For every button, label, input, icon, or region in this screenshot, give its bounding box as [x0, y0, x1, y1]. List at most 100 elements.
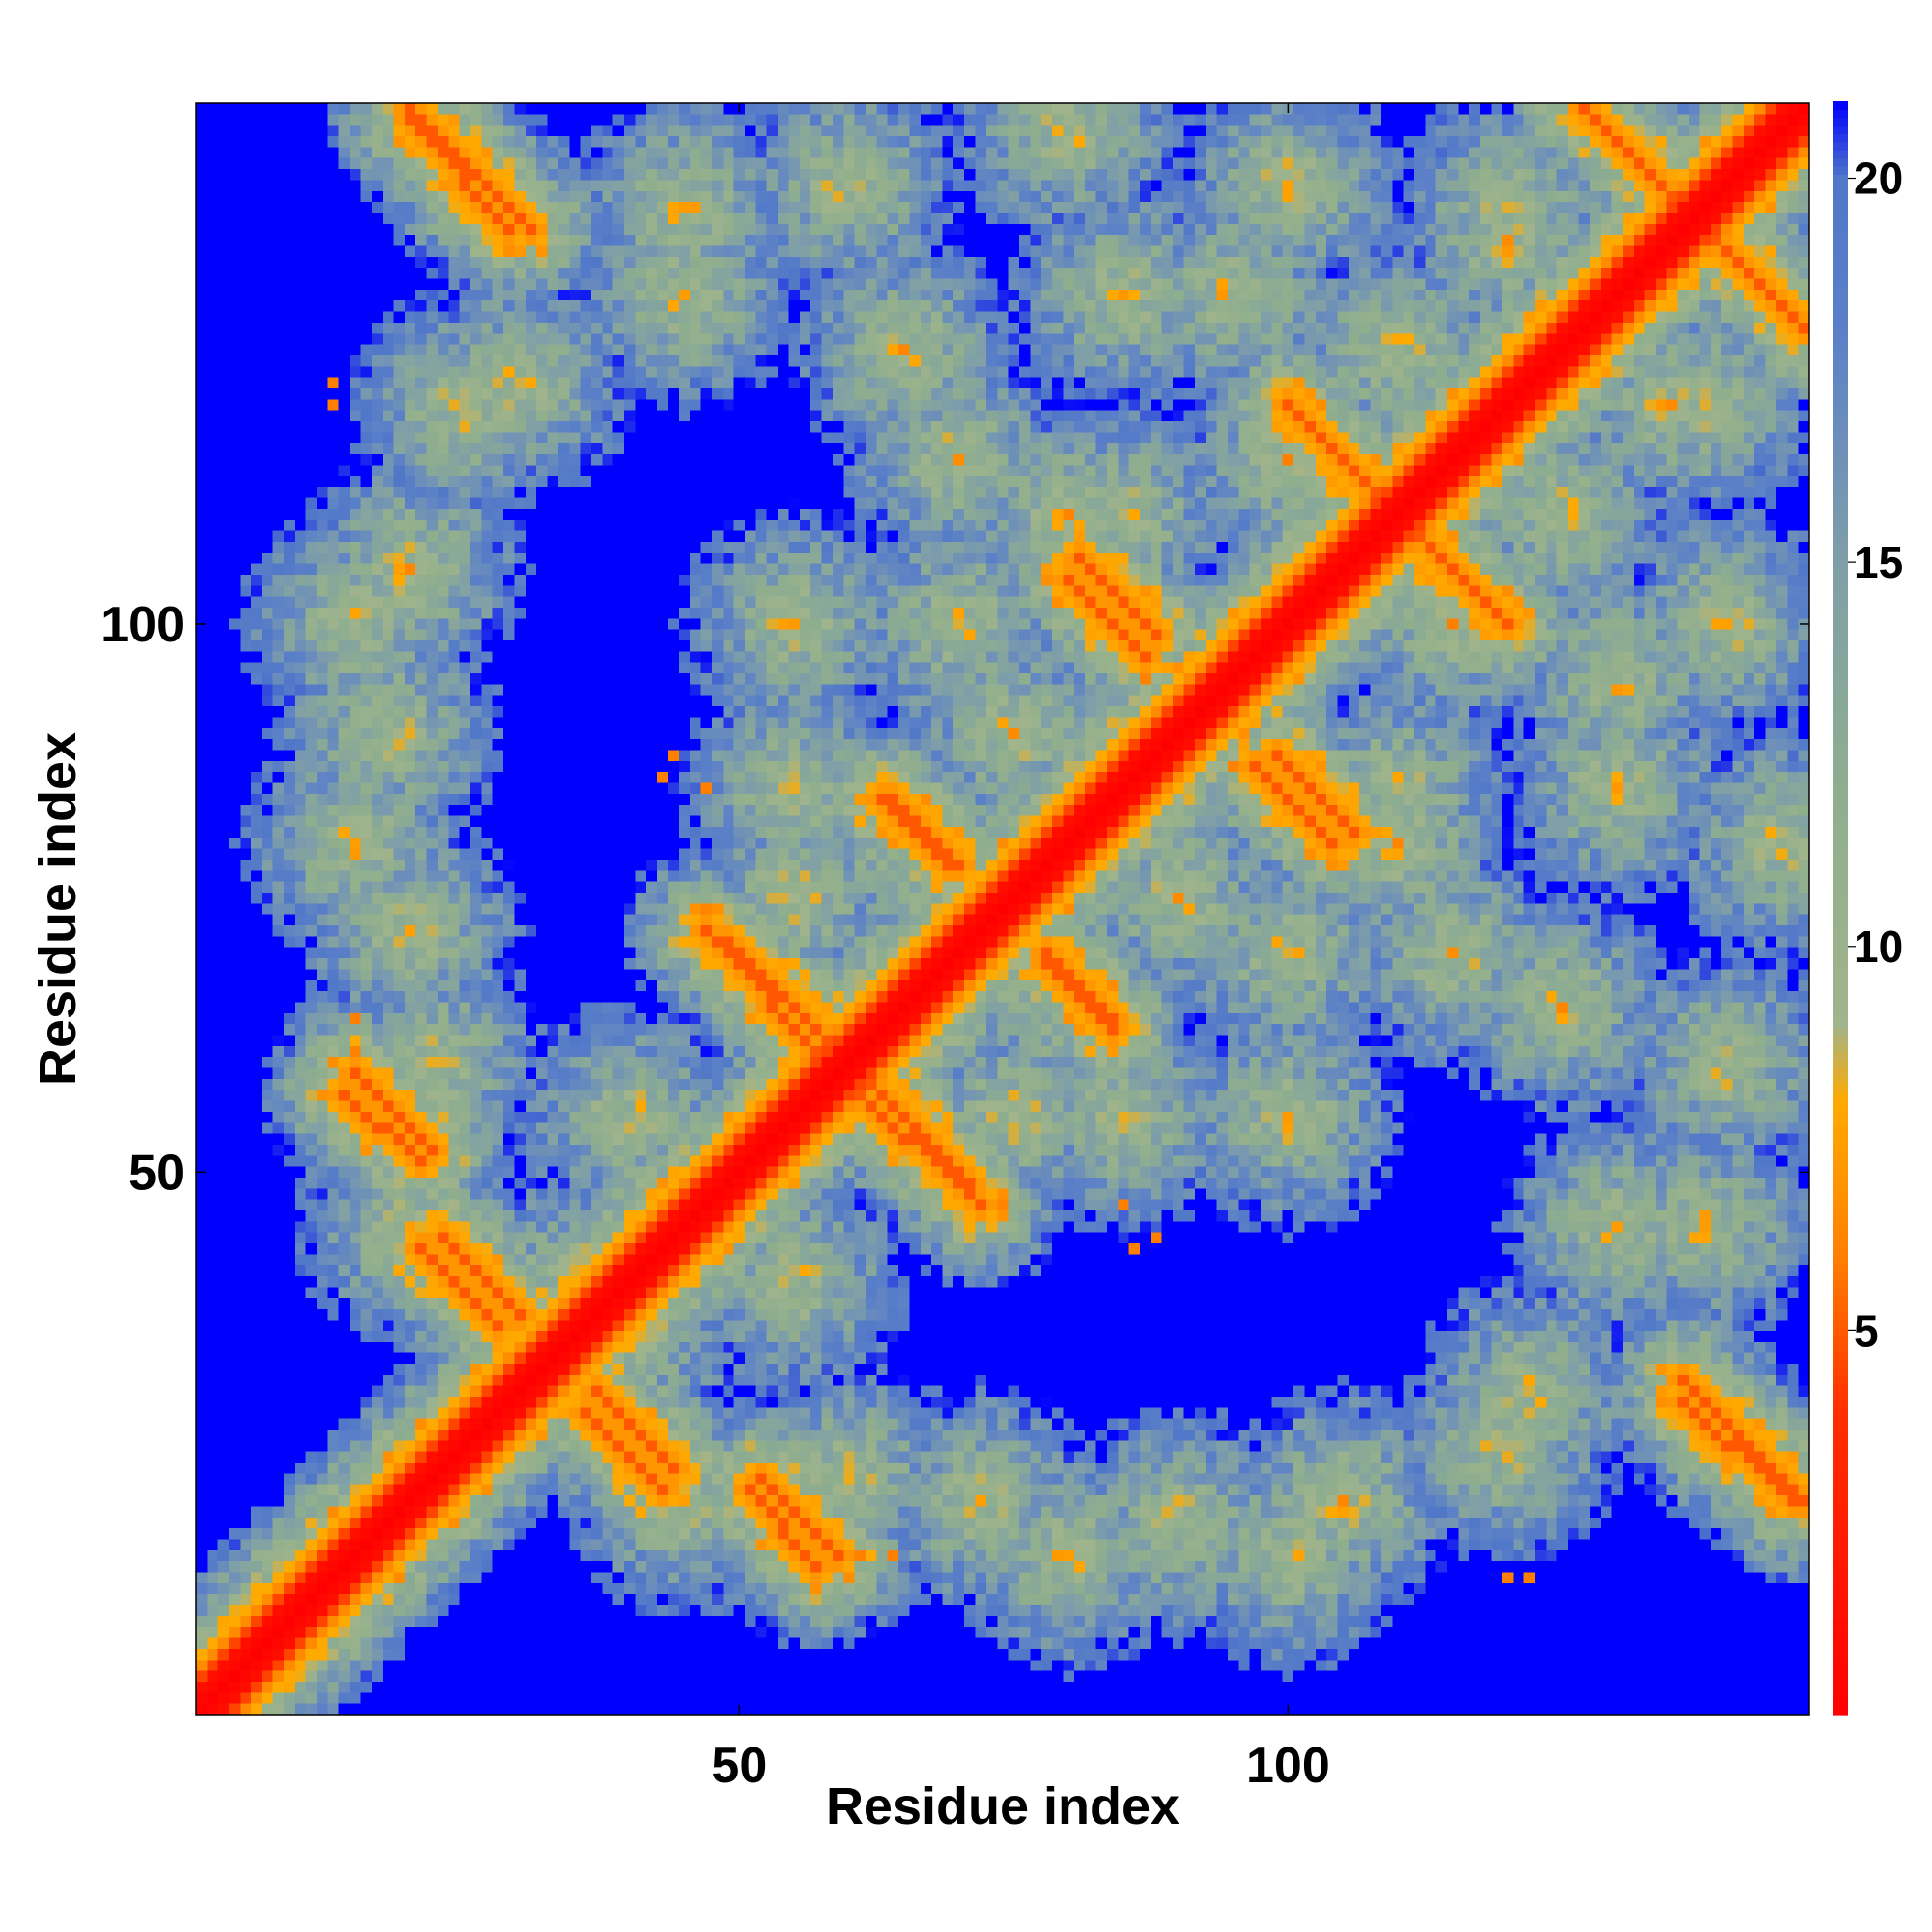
colorbar-segment [1833, 1061, 1848, 1070]
colorbar-segment [1833, 1528, 1848, 1538]
colorbar-segment [1833, 673, 1848, 683]
colorbar-segment [1833, 1069, 1848, 1078]
colorbar-segment [1833, 1157, 1848, 1167]
colorbar-segment [1833, 545, 1848, 554]
colorbar-segment [1833, 1602, 1848, 1611]
colorbar-segment [1833, 448, 1848, 457]
colorbar-segment [1833, 940, 1848, 950]
colorbar-segment [1833, 980, 1848, 990]
colorbar-segment [1833, 367, 1848, 377]
colorbar-segment [1833, 456, 1848, 466]
colorbar-segment [1833, 883, 1848, 893]
colorbar-segment [1833, 1593, 1848, 1603]
colorbar-segment [1833, 189, 1848, 199]
colorbar-segment [1833, 1053, 1848, 1063]
y-tick-label: 50 [128, 1145, 185, 1201]
colorbar-segment [1833, 835, 1848, 844]
colorbar-segment [1833, 666, 1848, 675]
colorbar-segment [1833, 1569, 1848, 1578]
colorbar-segment [1833, 1109, 1848, 1119]
colorbar-segment [1833, 311, 1848, 321]
colorbar-segment [1833, 553, 1848, 562]
colorbar-segment [1833, 1319, 1848, 1328]
heatmap-cells [196, 103, 1809, 1715]
colorbar-segment [1833, 1609, 1848, 1619]
colorbar-segment [1833, 359, 1848, 369]
colorbar-segment [1833, 1561, 1848, 1571]
colorbar-segment [1833, 1658, 1848, 1667]
colorbar-segment [1833, 399, 1848, 409]
colorbar-segment [1833, 747, 1848, 755]
x-axis-ticks: 50 100 [711, 103, 1330, 1794]
colorbar-segment [1833, 246, 1848, 256]
colorbar-segment [1833, 827, 1848, 837]
colorbar-segment [1833, 795, 1848, 805]
colorbar-segment [1833, 126, 1848, 134]
colorbar-segment [1833, 504, 1848, 514]
colorbar-segment [1833, 480, 1848, 490]
colorbar-segment [1833, 1287, 1848, 1296]
colorbar-segment [1833, 1101, 1848, 1111]
colorbar-segment [1833, 932, 1848, 941]
colorbar-segment [1833, 1263, 1848, 1272]
colorbar-segment [1833, 391, 1848, 401]
colorbar-segment [1833, 1214, 1848, 1224]
colorbar-segment [1833, 819, 1848, 829]
colorbar-segment [1833, 512, 1848, 522]
colorbar-segment [1833, 1020, 1848, 1030]
colorbar-segment [1833, 1407, 1848, 1417]
colorbar-segment [1833, 1294, 1848, 1304]
colorbar-segment [1833, 1094, 1848, 1102]
heatmap-image [196, 103, 1809, 1715]
colorbar-segment [1833, 1005, 1848, 1014]
colorbar-segment [1833, 1545, 1848, 1554]
colorbar-segment [1833, 1416, 1848, 1425]
x-axis-title: Residue index [826, 1777, 1179, 1835]
colorbar-segment [1833, 1553, 1848, 1562]
colorbar-segment [1833, 1198, 1848, 1208]
colorbar-segment [1833, 497, 1848, 506]
colorbar-segment [1833, 560, 1848, 570]
colorbar-segment [1833, 1706, 1848, 1716]
colorbar-segment [1833, 649, 1848, 659]
colorbar-segment [1833, 569, 1848, 579]
colorbar-segment [1833, 1044, 1848, 1054]
colorbar-segment [1833, 1626, 1848, 1635]
colorbar-segment [1833, 198, 1848, 208]
colorbar-segment [1833, 1174, 1848, 1183]
colorbar-segment [1833, 867, 1848, 877]
colorbar-segment [1833, 706, 1848, 716]
colorbar-segment [1833, 722, 1848, 731]
colorbar-segment [1833, 319, 1848, 328]
colorbar-segment [1833, 956, 1848, 966]
colorbar-segment [1833, 1270, 1848, 1280]
colorbar-segment [1833, 1311, 1848, 1321]
colorbar-segment [1833, 892, 1848, 901]
colorbar-segment [1833, 1351, 1848, 1361]
colorbar-segment [1833, 996, 1848, 1006]
colorbar-segment [1833, 1222, 1848, 1232]
colorbar-segment [1833, 1246, 1848, 1256]
colorbar-segment [1833, 948, 1848, 957]
colorbar-segment [1833, 1489, 1848, 1498]
colorbar-segment [1833, 1456, 1848, 1465]
colorbar-segment [1833, 577, 1848, 586]
colorbar-segment [1833, 714, 1848, 724]
colorbar-segment [1833, 1118, 1848, 1127]
colorbar-segment [1833, 536, 1848, 546]
colorbar-segment [1833, 384, 1848, 393]
colorbar-segment [1833, 464, 1848, 473]
colorbar-segment [1833, 1448, 1848, 1458]
y-axis-title: Residue index [29, 732, 87, 1086]
colorbar-segment [1833, 472, 1848, 482]
colorbar-segment [1833, 786, 1848, 796]
colorbar-segment [1833, 1513, 1848, 1522]
colorbar-segment [1833, 157, 1848, 167]
colorbar-segment [1833, 641, 1848, 651]
colorbar-segment [1833, 964, 1848, 974]
colorbar-segment [1833, 1303, 1848, 1313]
colorbar-tick-label: 10 [1854, 922, 1903, 972]
colorbar-segment [1833, 254, 1848, 264]
colorbar-segment [1833, 1472, 1848, 1482]
